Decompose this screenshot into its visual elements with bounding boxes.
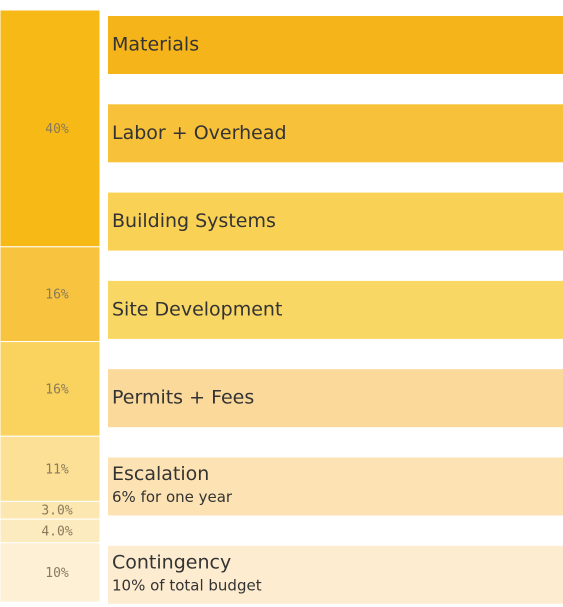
- row-sublabel: 6% for one year: [112, 488, 233, 506]
- segment-label: 11%: [45, 462, 69, 477]
- row-label: Contingency: [112, 551, 231, 573]
- row-label: Site Development: [112, 298, 282, 320]
- row: [108, 104, 563, 163]
- segment-label: 16%: [45, 288, 69, 303]
- segment: [0, 435, 101, 502]
- row-label: Permits + Fees: [112, 387, 254, 409]
- segment: [0, 542, 101, 603]
- segment-label: 40%: [45, 122, 69, 137]
- row: [108, 545, 563, 604]
- row-label: Escalation: [112, 463, 209, 485]
- segment-label: 10%: [45, 566, 69, 581]
- segment-label: 3.0%: [41, 504, 72, 519]
- row-label: Labor + Overhead: [112, 122, 287, 144]
- row: [108, 457, 563, 516]
- row: [108, 192, 563, 251]
- segment-label: 16%: [45, 382, 69, 397]
- segment: [0, 246, 101, 343]
- segment: [0, 341, 101, 437]
- segment: [0, 9, 101, 248]
- row: [108, 16, 563, 74]
- segment-label: 4.0%: [41, 524, 72, 539]
- row-label: Materials: [112, 34, 199, 56]
- row: [108, 280, 563, 339]
- row-sublabel: 10% of total budget: [112, 576, 262, 594]
- row-label: Building Systems: [112, 210, 276, 232]
- row: [108, 369, 563, 428]
